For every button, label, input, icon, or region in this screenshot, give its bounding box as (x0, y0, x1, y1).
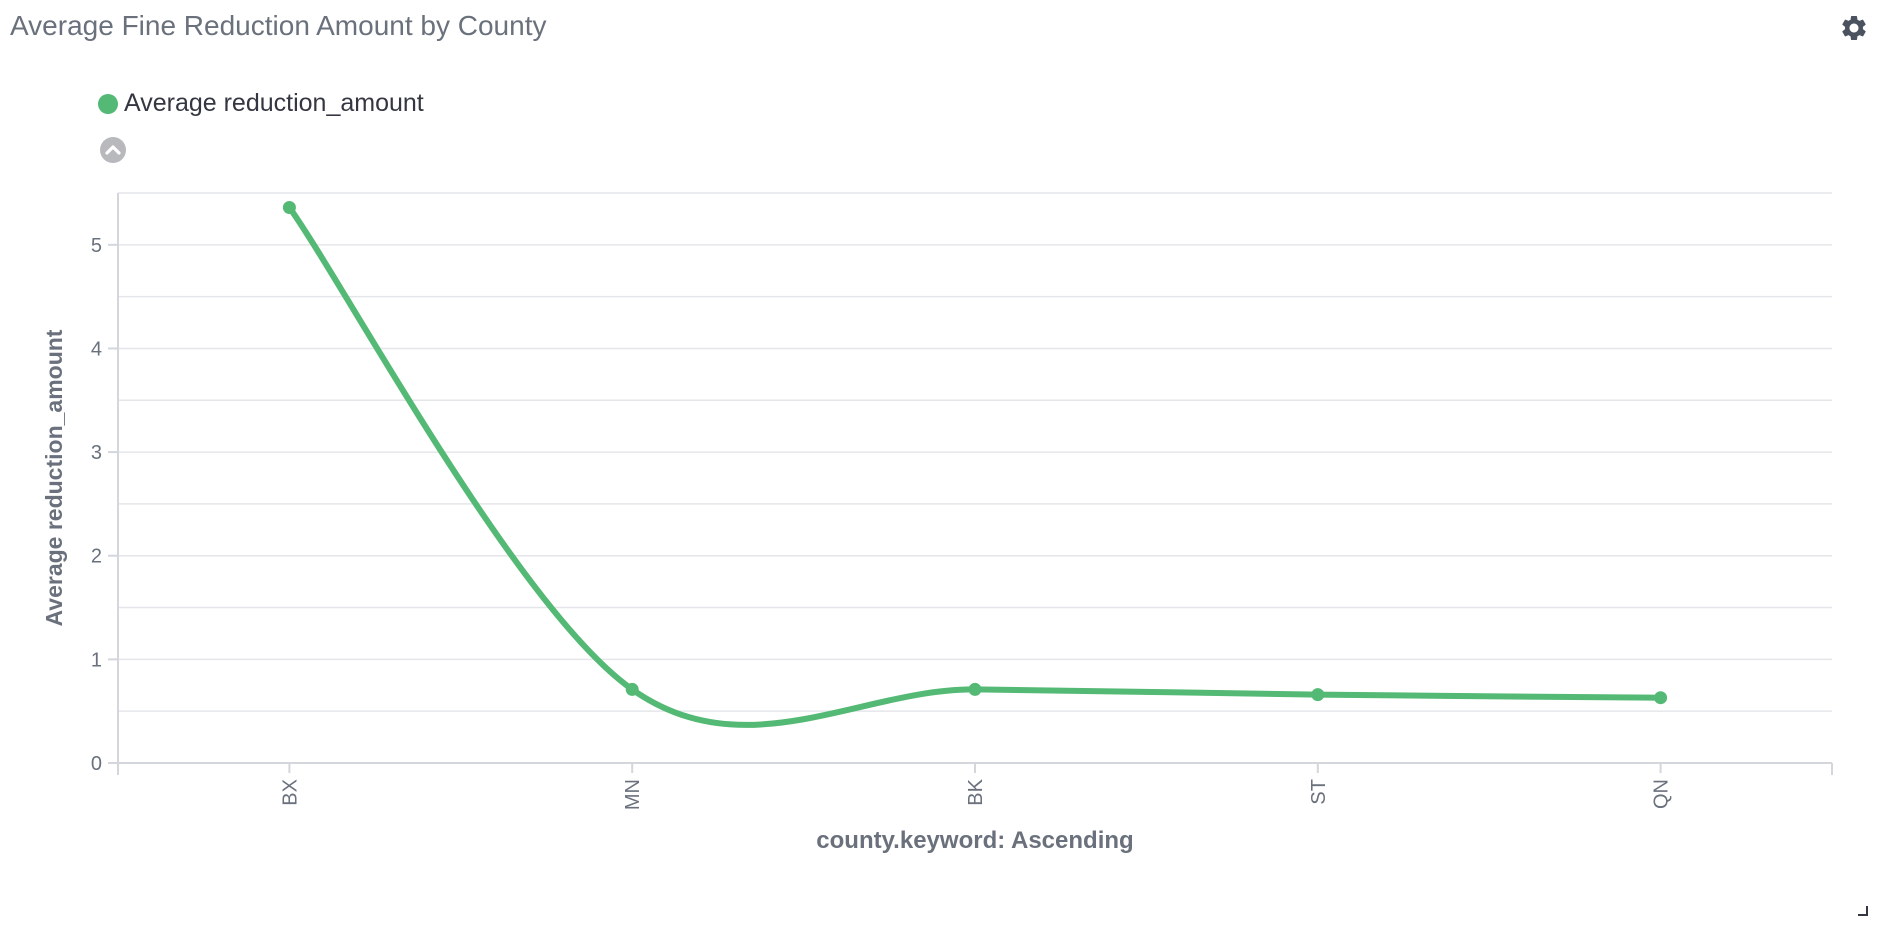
data-point[interactable] (968, 682, 982, 696)
tick-labels: 0 1 2 3 4 5 BX MN BK ST QN (91, 235, 1673, 810)
x-tick-label: QN (1651, 779, 1673, 809)
x-tick-label: BK (965, 778, 987, 805)
data-point[interactable] (1311, 688, 1325, 702)
panel-title: Average Fine Reduction Amount by County (10, 10, 547, 41)
series-line (286, 204, 1664, 728)
y-tick-label: 1 (91, 649, 102, 671)
x-axis-title: county.keyword: Ascending (816, 827, 1133, 854)
legend-item[interactable]: Average reduction_amount (98, 89, 424, 118)
chevron-up-icon[interactable] (99, 136, 127, 164)
x-tick-label: ST (1308, 779, 1330, 805)
series-points (282, 201, 1668, 705)
y-tick-label: 4 (91, 338, 102, 360)
data-point[interactable] (625, 682, 639, 696)
x-tick-label: BX (279, 779, 301, 806)
y-tick-label: 0 (91, 753, 102, 775)
gear-icon[interactable] (1839, 13, 1869, 43)
grid-lines (118, 192, 1832, 712)
data-point[interactable] (1654, 691, 1668, 705)
legend-color-dot (98, 93, 118, 114)
resize-handle-icon[interactable] (1856, 904, 1868, 916)
data-point[interactable] (282, 201, 296, 215)
y-axis-title: Average reduction_amount (41, 329, 67, 626)
y-tick-label: 5 (91, 235, 102, 257)
y-tick-label: 3 (91, 442, 102, 464)
y-tick-label: 2 (91, 546, 102, 568)
x-tick-label: MN (622, 779, 644, 810)
axes (108, 193, 1833, 775)
legend-label: Average reduction_amount (124, 89, 424, 117)
